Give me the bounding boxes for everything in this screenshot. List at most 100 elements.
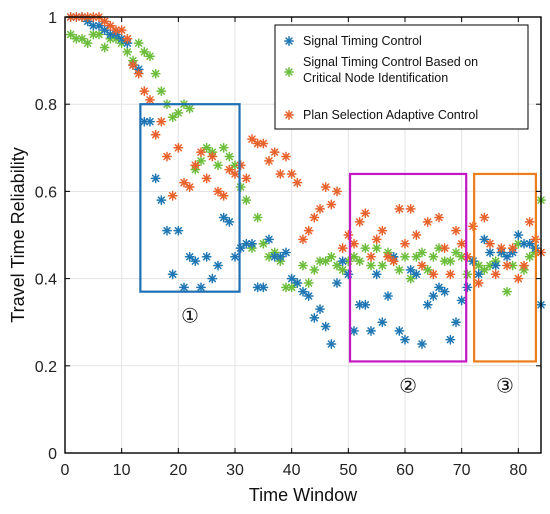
plan-selection-point <box>513 273 524 284</box>
plan-selection-point <box>422 216 433 227</box>
signal-timing-point <box>156 195 167 206</box>
plan-selection-point <box>303 225 314 236</box>
plan-selection-point <box>247 134 257 145</box>
signal-timing-point <box>230 251 240 262</box>
plan-selection-point <box>105 20 116 31</box>
x-tick-label: 10 <box>113 462 131 479</box>
critical-node-point <box>394 264 405 275</box>
plan-selection-point-stroke <box>214 187 222 196</box>
signal-timing-point <box>184 251 195 262</box>
legend-marker <box>284 110 294 120</box>
signal-timing-point <box>360 299 371 310</box>
signal-timing-point-stroke <box>146 117 154 126</box>
critical-node-point <box>77 33 87 44</box>
critical-node-point <box>82 38 93 49</box>
critical-node-point <box>502 286 512 297</box>
signal-timing-point-stroke <box>406 266 415 274</box>
critical-node-point-stroke <box>265 253 273 261</box>
plan-selection-point <box>224 164 235 175</box>
plan-selection-point-stroke <box>197 148 205 156</box>
critical-node-point <box>332 260 342 271</box>
signal-timing-point <box>439 286 450 297</box>
signal-timing-point <box>315 304 325 315</box>
signal-timing-point-stroke <box>350 327 358 335</box>
plan-selection-point-stroke <box>185 183 194 191</box>
plan-selection-point-stroke <box>480 213 489 222</box>
signal-timing-point <box>264 234 274 245</box>
y-tick-label: 0 <box>48 446 57 463</box>
x-tick-label: 50 <box>339 462 357 479</box>
plan-selection-point-stroke <box>299 235 307 244</box>
plan-selection-point <box>349 238 359 249</box>
signal-timing-point-stroke <box>435 283 443 292</box>
plan-selection-point <box>502 260 512 271</box>
signal-timing-point <box>201 251 212 262</box>
signal-timing-point-stroke <box>168 270 177 278</box>
critical-node-point <box>167 112 178 123</box>
plan-selection-point <box>150 129 161 140</box>
critical-node-point-stroke <box>525 253 534 261</box>
plan-selection-point-stroke <box>129 61 137 69</box>
signal-timing-point <box>400 334 410 345</box>
x-tick-label: 70 <box>453 462 471 479</box>
region-box-2 <box>348 172 468 363</box>
critical-node-point-stroke <box>423 266 432 274</box>
plan-selection-point <box>405 203 416 214</box>
critical-node-point <box>65 29 76 40</box>
legend-marker-stroke <box>285 37 293 45</box>
plan-selection-point <box>445 269 456 280</box>
critical-node-point-stroke <box>327 253 336 261</box>
plan-selection-point <box>337 243 348 254</box>
plan-selection-point <box>292 177 303 188</box>
plan-selection-point-stroke <box>474 279 483 287</box>
plan-selection-point <box>411 230 422 240</box>
plan-selection-point-stroke <box>361 209 370 217</box>
critical-node-point <box>235 182 246 192</box>
signal-timing-point-stroke <box>293 279 302 287</box>
critical-node-point-stroke <box>100 43 109 52</box>
critical-node-point <box>417 247 427 258</box>
signal-timing-point <box>190 256 201 267</box>
plan-selection-point-stroke <box>180 178 188 187</box>
plan-selection-point <box>332 186 342 197</box>
critical-node-point <box>445 256 456 267</box>
signal-timing-point-stroke <box>395 327 404 335</box>
critical-node-point-stroke <box>378 261 387 270</box>
critical-node-point-stroke <box>197 157 205 165</box>
plan-selection-point <box>524 216 535 227</box>
critical-node-point <box>349 251 359 262</box>
plan-selection-point-stroke <box>270 148 279 156</box>
signal-timing-point <box>383 291 393 301</box>
plan-selection-point-stroke <box>316 205 324 213</box>
plan-selection-point <box>473 278 484 288</box>
plan-selection-point-stroke <box>134 69 143 78</box>
legend-label-line: Plan Selection Adaptive Control <box>303 108 478 122</box>
signal-timing-point <box>377 317 388 328</box>
signal-timing-point <box>417 339 427 349</box>
critical-node-point-stroke <box>316 257 324 265</box>
plan-selection-point-stroke <box>191 161 200 169</box>
signal-timing-point <box>479 234 490 245</box>
critical-node-point <box>428 251 439 262</box>
critical-node-point-stroke <box>412 253 421 261</box>
plan-selection-point <box>377 225 388 236</box>
plan-selection-point <box>156 116 167 127</box>
signal-timing-point-stroke <box>259 283 268 292</box>
legend-label: Signal Timing Control <box>303 34 422 48</box>
critical-node-point <box>156 86 167 97</box>
plan-selection-point <box>496 243 507 254</box>
signal-timing-point <box>473 269 484 280</box>
critical-node-point <box>258 238 269 249</box>
signal-timing-point <box>371 269 382 280</box>
signal-timing-point-stroke <box>412 270 421 278</box>
plan-selection-point-stroke <box>157 117 166 126</box>
y-tick-label: 0.8 <box>35 97 57 114</box>
x-tick-label: 60 <box>396 462 414 479</box>
plan-selection-point-stroke <box>304 226 313 235</box>
signal-timing-point <box>99 25 110 36</box>
signal-timing-point-stroke <box>89 22 98 30</box>
critical-node-point-stroke <box>429 253 438 261</box>
critical-node-point-stroke <box>333 261 341 270</box>
critical-node-point-stroke <box>225 152 234 161</box>
